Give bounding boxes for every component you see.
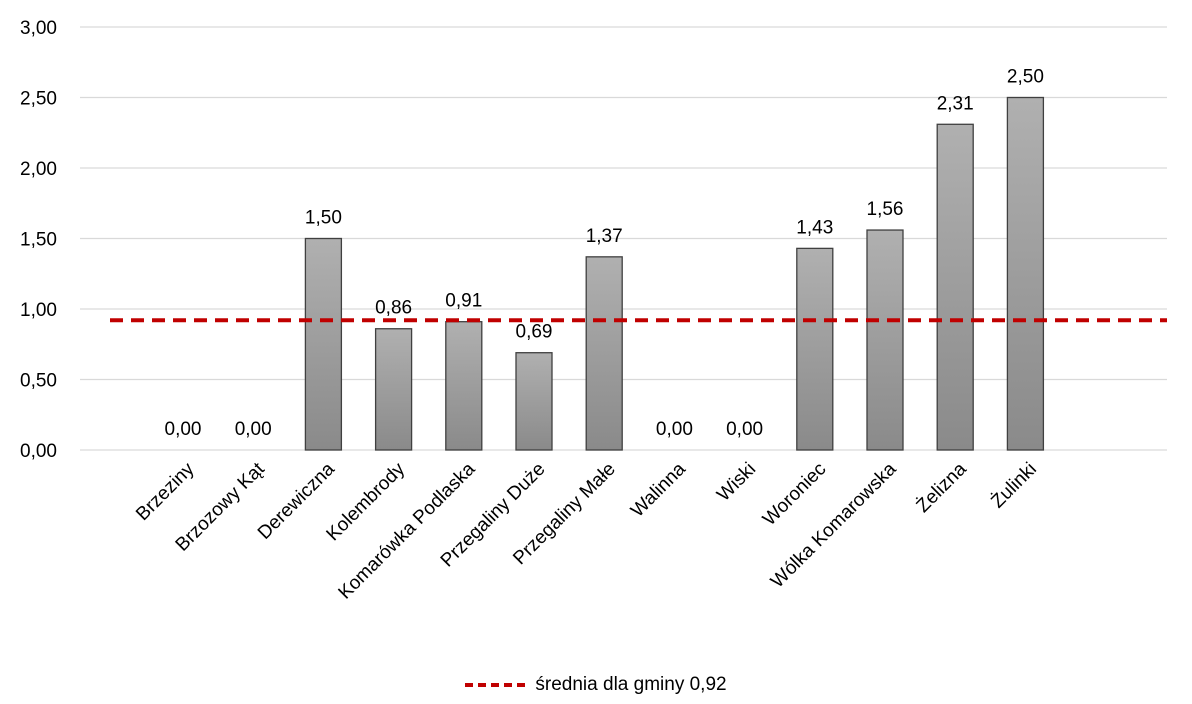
- bar: [304, 237, 343, 451]
- y-tick-label: 2,00: [20, 159, 57, 180]
- bar: [585, 256, 623, 451]
- x-tick-label: Komarówka Podlaska: [335, 458, 480, 603]
- bar: [936, 123, 974, 451]
- x-tick-label: Wiski: [713, 459, 760, 506]
- gridlines: [80, 26, 1167, 451]
- data-label: 2,31: [937, 93, 974, 114]
- x-tick-label: Brzeziny: [132, 458, 199, 525]
- y-tick-label: 3,00: [20, 18, 57, 39]
- y-tick-label: 1,50: [20, 230, 57, 251]
- data-label: 0,00: [726, 419, 763, 440]
- y-tick-label: 0,50: [20, 371, 57, 392]
- legend-swatch-average: [465, 682, 526, 687]
- bars: [304, 96, 1045, 451]
- data-label: 1,56: [867, 199, 904, 220]
- bar: [796, 247, 834, 451]
- x-tick-label: Żulinki: [987, 459, 1041, 513]
- data-label: 1,43: [796, 217, 833, 238]
- y-tick-label: 2,50: [20, 89, 57, 110]
- data-label: 0,69: [516, 322, 553, 343]
- bar: [374, 328, 413, 451]
- x-tick-label: Wólka Komarowska: [767, 458, 901, 592]
- bar: [445, 321, 483, 451]
- data-label: 0,00: [656, 419, 693, 440]
- bar: [1006, 96, 1045, 451]
- data-label: 1,37: [586, 226, 623, 247]
- bar: [515, 352, 553, 451]
- y-axis-ticks: 0,00 0,50 1,00 1,50 2,00 2,50 3,00: [20, 18, 57, 462]
- data-label: 0,00: [235, 419, 272, 440]
- data-label: 1,50: [305, 208, 342, 229]
- y-tick-label: 1,00: [20, 300, 57, 321]
- legend-label-average: średnia dla gminy 0,92: [535, 674, 727, 695]
- data-label: 0,86: [375, 298, 412, 319]
- legend: średnia dla gminy 0,92: [0, 674, 1192, 696]
- data-label: 0,91: [445, 291, 482, 312]
- bar: [866, 229, 904, 451]
- y-tick-label: 0,00: [20, 441, 57, 462]
- data-label: 2,50: [1007, 67, 1044, 88]
- data-labels: 0,00 0,00 1,50 0,86 0,91 0,69 1,37 0,00 0,00 1,43…: [165, 67, 1044, 441]
- x-tick-label: Woroniec: [759, 459, 830, 530]
- data-label: 0,00: [165, 419, 202, 440]
- x-tick-label: Walinna: [627, 458, 690, 521]
- x-tick-label: Żelizna: [913, 458, 971, 516]
